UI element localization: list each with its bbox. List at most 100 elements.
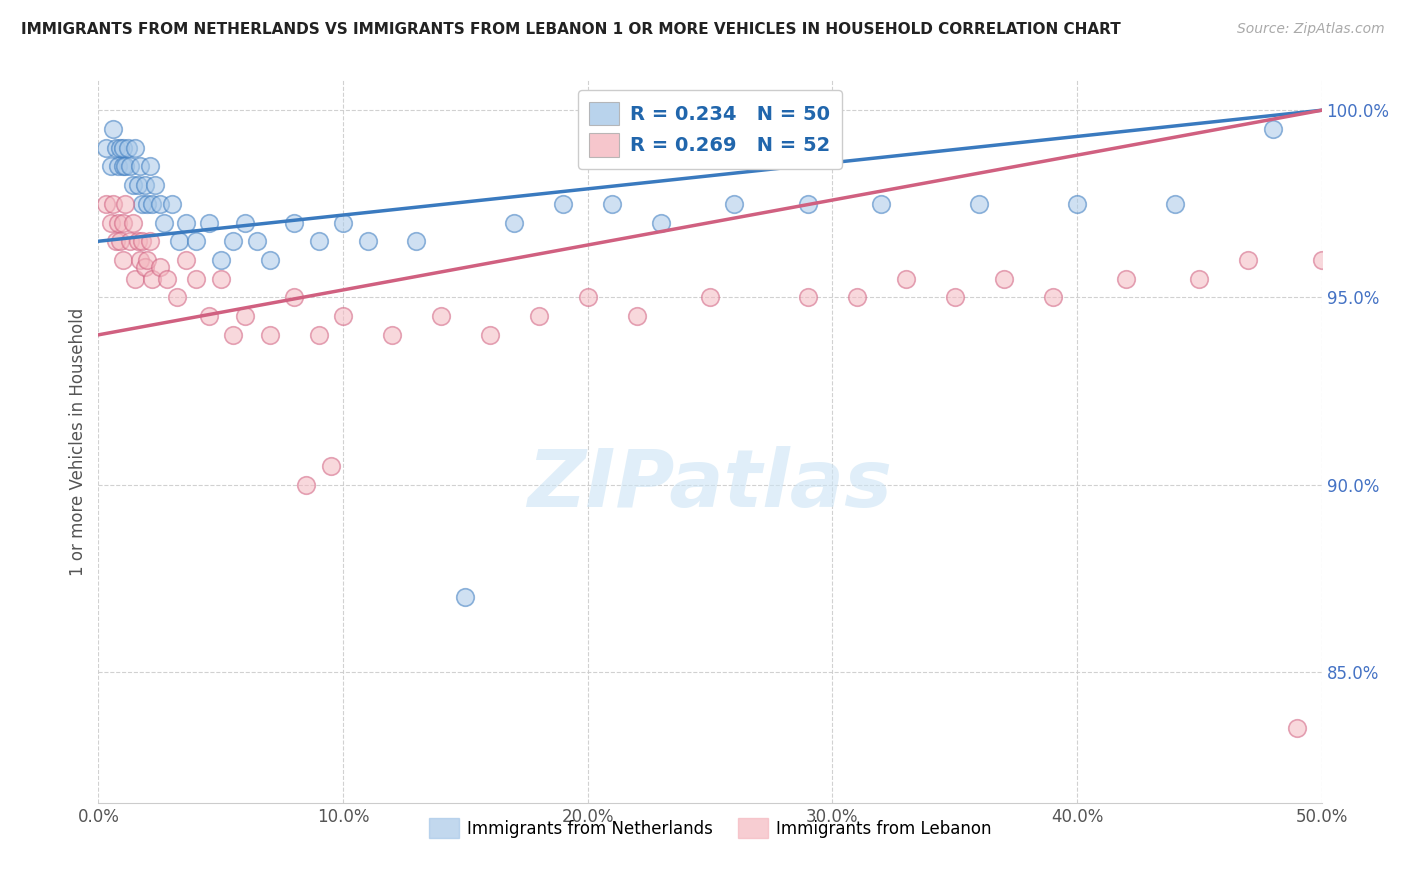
Point [283,290,305,304]
Point [186,234,208,248]
Point [1042,290,1064,304]
Point [283,215,305,229]
Legend: Immigrants from Netherlands, Immigrants from Lebanon: Immigrants from Netherlands, Immigrants … [422,812,998,845]
Point [870,196,893,211]
Point [699,290,721,304]
Point [1310,252,1333,267]
Point [131,196,153,211]
Point [233,309,256,323]
Point [120,160,142,174]
Point [1164,196,1187,211]
Point [167,234,190,248]
Point [176,252,198,267]
Point [139,234,162,248]
Point [797,290,820,304]
Point [149,260,172,275]
Point [166,290,188,304]
Point [94,196,117,211]
Point [176,215,198,229]
Point [129,252,152,267]
Point [1115,271,1137,285]
Point [186,271,208,285]
Point [127,234,149,248]
Point [101,122,124,136]
Point [1286,721,1309,735]
Point [121,215,143,229]
Point [222,327,245,342]
Point [405,234,427,248]
Point [104,141,127,155]
Point [209,271,232,285]
Point [127,178,149,193]
Point [94,141,117,155]
Point [381,327,404,342]
Point [295,477,318,491]
Point [114,196,136,211]
Point [222,234,245,248]
Point [129,160,152,174]
Point [111,141,134,155]
Point [111,252,134,267]
Point [160,196,183,211]
Point [356,234,378,248]
Point [319,458,342,473]
Point [104,234,127,248]
Point [332,215,354,229]
Point [124,141,146,155]
Point [600,196,623,211]
Point [107,215,129,229]
Point [576,290,599,304]
Point [136,196,159,211]
Point [478,327,501,342]
Point [110,141,132,155]
Point [136,252,159,267]
Text: ZIPatlas: ZIPatlas [527,446,893,524]
Point [1261,122,1284,136]
Point [967,196,990,211]
Point [149,196,172,211]
Point [650,215,672,229]
Point [527,309,550,323]
Point [139,160,162,174]
Point [143,178,166,193]
Point [308,327,330,342]
Y-axis label: 1 or more Vehicles in Household: 1 or more Vehicles in Household [69,308,87,575]
Point [120,234,142,248]
Point [553,196,575,211]
Point [943,290,966,304]
Point [894,271,917,285]
Point [993,271,1015,285]
Point [100,215,122,229]
Point [141,196,163,211]
Point [209,252,232,267]
Point [134,260,156,275]
Point [197,309,219,323]
Point [101,196,124,211]
Point [153,215,176,229]
Point [503,215,526,229]
Point [723,196,745,211]
Point [156,271,179,285]
Point [134,178,156,193]
Point [111,215,134,229]
Point [1188,271,1211,285]
Point [797,196,820,211]
Text: IMMIGRANTS FROM NETHERLANDS VS IMMIGRANTS FROM LEBANON 1 OR MORE VEHICLES IN HOU: IMMIGRANTS FROM NETHERLANDS VS IMMIGRANT… [21,22,1121,37]
Point [233,215,256,229]
Point [626,309,648,323]
Point [131,234,153,248]
Point [114,160,136,174]
Point [111,160,134,174]
Point [1066,196,1088,211]
Point [110,234,132,248]
Point [100,160,122,174]
Point [197,215,219,229]
Point [117,141,139,155]
Point [107,160,129,174]
Point [454,590,477,604]
Point [845,290,868,304]
Point [259,252,281,267]
Point [332,309,354,323]
Point [121,178,143,193]
Point [259,327,281,342]
